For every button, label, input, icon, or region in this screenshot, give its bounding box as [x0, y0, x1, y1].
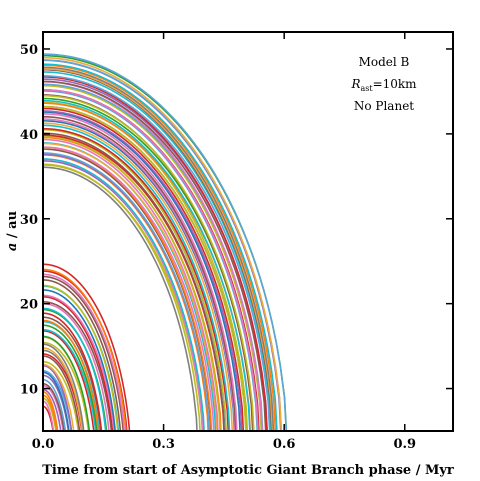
inner-belt-curve [43, 275, 124, 431]
x-tick-label: 0.3 [152, 437, 175, 452]
outer-belt-curve [43, 129, 227, 431]
inner-belt-curve [43, 263, 131, 431]
axis-ticks: 0.0 0.3 0.6 0.9 10 20 30 40 50 [20, 32, 453, 452]
y-tick-label: 40 [20, 128, 38, 143]
inner-belt-curve [43, 294, 115, 431]
inner-belt-curve [43, 391, 59, 431]
outer-belt-curve [43, 158, 205, 431]
inner-belt-curve [43, 300, 113, 431]
outer-belt-curve [43, 63, 278, 431]
outer-belt-curve [43, 110, 243, 431]
inner-belt-curve [43, 371, 70, 431]
annotation-radius-sub: ast [360, 84, 373, 93]
annotation-box: Model B Rast=10km No Planet [350, 55, 417, 113]
y-axis-title: a / au [5, 211, 20, 251]
annotation-radius-symbol: R [350, 77, 360, 91]
inner-belt-curve [43, 384, 64, 431]
inner-belt-curve [43, 355, 81, 431]
y-tick-label: 30 [20, 213, 38, 228]
inner-belt-curve [43, 289, 116, 431]
outer-belt-curve [43, 152, 210, 431]
outer-belt-curve [43, 107, 245, 431]
inner-belt-curve [43, 400, 55, 431]
outer-belt-curve [43, 111, 241, 431]
inner-belt-curve [43, 307, 107, 431]
inner-belt-curve [43, 324, 98, 431]
y-axis-symbol: a [5, 243, 20, 251]
outer-belt-curve [43, 66, 275, 431]
outer-belt-curve [43, 135, 221, 431]
outer-belt-curve [43, 76, 268, 431]
outer-belt-curve [43, 166, 198, 431]
inner-belt-curve [43, 343, 85, 431]
outer-belt-curve [43, 113, 238, 431]
y-tick-label: 10 [20, 383, 38, 398]
inner-belt-curve [43, 312, 103, 431]
x-tick-label: 0.9 [393, 437, 416, 452]
y-tick-label: 50 [20, 43, 38, 58]
inner-belt-curve [43, 382, 65, 431]
outer-belt-curve [43, 71, 272, 431]
outer-belt-curve [43, 94, 255, 431]
outer-belt-curve [43, 64, 277, 431]
annotation-radius: Rast=10km [350, 77, 417, 93]
inner-belt-curve [43, 273, 126, 431]
inner-belt-curve [43, 405, 54, 431]
data-curves [43, 53, 288, 431]
annotation-model: Model B [359, 55, 410, 69]
inner-belt-curve [43, 279, 122, 431]
inner-belt-curve [43, 363, 75, 431]
annotation-planet: No Planet [354, 99, 414, 113]
outer-belt-curve [43, 142, 218, 431]
inner-belt-curve [43, 378, 67, 431]
inner-belt-curve [43, 397, 57, 431]
inner-belt-curve [43, 353, 83, 431]
outer-belt-curve [43, 99, 251, 431]
outer-belt-curve [43, 127, 230, 431]
inner-belt-curve [43, 328, 97, 431]
outer-belt-curve [43, 105, 247, 431]
outer-belt-curve [43, 115, 237, 431]
inner-belt-curve [43, 360, 80, 431]
x-tick-label: 0.6 [273, 437, 296, 452]
outer-belt-curve [43, 124, 231, 431]
outer-belt-curve [43, 138, 219, 431]
outer-belt-curve [43, 53, 288, 431]
plot-frame [42, 31, 454, 432]
x-axis-title: Time from start of Asymptotic Giant Bran… [42, 463, 454, 478]
inner-belt-curve [43, 388, 62, 431]
outer-belt-curve [43, 68, 274, 431]
outer-belt-curve [43, 89, 259, 431]
inner-belt-curve [43, 302, 110, 431]
outer-belt-curve [43, 132, 226, 431]
outer-belt-curve [43, 122, 234, 431]
outer-belt-curve [43, 90, 259, 431]
inner-belt-curve [43, 347, 83, 431]
y-axis-unit: / au [5, 211, 20, 243]
annotation-radius-value: =10km [373, 77, 418, 91]
outer-belt-curve [43, 164, 204, 431]
outer-belt-curve [43, 84, 263, 431]
inner-belt-curve [43, 284, 119, 431]
outer-belt-curve [43, 75, 271, 431]
outer-belt-curve [43, 80, 267, 431]
outer-belt-curve [43, 56, 283, 431]
y-tick-label: 20 [20, 298, 38, 313]
outer-belt-curve [43, 118, 236, 431]
inner-belt-curve [43, 335, 91, 431]
inner-belt-curve [43, 316, 102, 431]
inner-belt-curve [43, 319, 100, 431]
inner-belt-curve [43, 296, 114, 431]
x-tick-label: 0.0 [32, 437, 55, 452]
inner-belt-curve [43, 341, 90, 431]
inner-belt-curve [43, 330, 95, 431]
outer-belt-curve [43, 146, 215, 431]
inner-belt-curve [43, 364, 73, 431]
inner-belt-curve [43, 268, 127, 431]
